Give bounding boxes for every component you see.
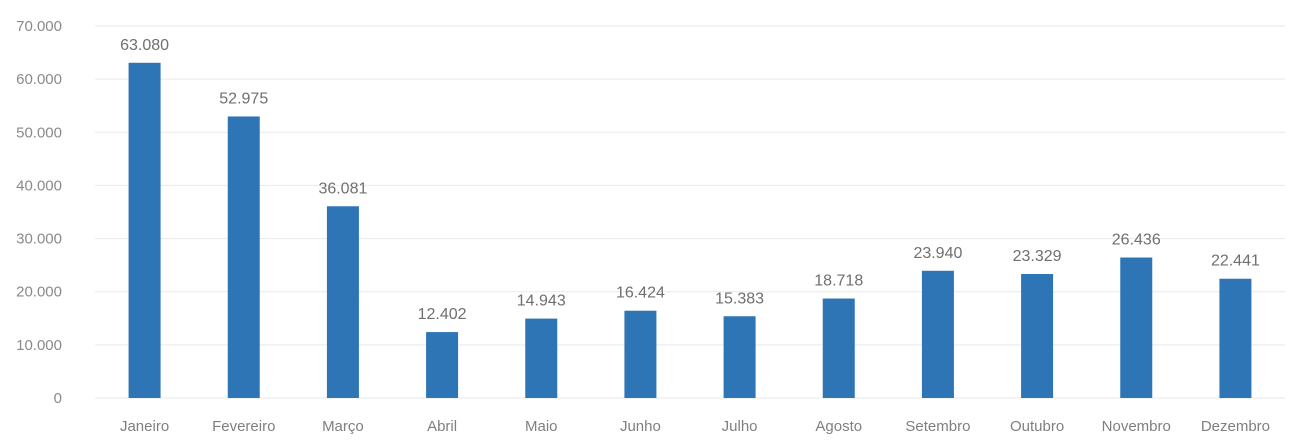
bar: [1219, 278, 1252, 398]
data-label: 52.975: [219, 90, 268, 107]
bar: [624, 310, 657, 398]
bar: [921, 270, 954, 398]
bar: [227, 116, 260, 399]
x-category-label: Fevereiro: [212, 418, 275, 435]
y-tick-label: 60.000: [16, 71, 62, 88]
y-tick-label: 50.000: [16, 124, 62, 141]
y-axis-tick-labels: 0 10.000 20.000 30.000 40.000 50.000 60.000 70.…: [16, 18, 62, 407]
bar: [723, 316, 756, 398]
data-label: 15.383: [715, 290, 764, 307]
data-label: 23.329: [1013, 248, 1062, 265]
x-category-label: Outubro: [1010, 418, 1064, 435]
data-label: 14.943: [517, 293, 566, 310]
bar: [525, 318, 558, 398]
data-labels: 63.080 52.975 36.081 12.402 14.943 16.424 15.3…: [120, 37, 1260, 323]
data-label: 18.718: [814, 273, 863, 290]
data-label: 12.402: [418, 306, 467, 323]
x-category-label: Maio: [525, 418, 558, 435]
bars: [128, 62, 1252, 399]
x-category-label: Janeiro: [120, 418, 169, 435]
y-tick-label: 30.000: [16, 231, 62, 248]
y-tick-label: 70.000: [16, 18, 62, 35]
data-label: 22.441: [1211, 253, 1260, 270]
x-category-label: Junho: [620, 418, 661, 435]
bar: [1120, 257, 1153, 398]
y-tick-label: 10.000: [16, 337, 62, 354]
x-category-label: Abril: [427, 418, 457, 435]
x-category-label: Julho: [722, 418, 758, 435]
bar: [426, 332, 459, 398]
data-label: 16.424: [616, 285, 665, 302]
y-tick-label: 20.000: [16, 284, 62, 301]
x-category-label: Agosto: [815, 418, 862, 435]
bar: [326, 206, 359, 398]
bar: [822, 298, 855, 398]
gridlines: [95, 25, 1285, 399]
x-category-label: Março: [322, 418, 364, 435]
data-label: 26.436: [1112, 232, 1161, 249]
data-label: 63.080: [120, 37, 169, 54]
x-category-label: Novembro: [1102, 418, 1171, 435]
data-label: 23.940: [913, 245, 962, 262]
bar: [1021, 274, 1054, 398]
data-label: 36.081: [318, 180, 367, 197]
y-tick-label: 0: [54, 390, 62, 407]
x-category-label: Setembro: [905, 418, 970, 435]
bar: [128, 62, 161, 399]
x-axis-category-labels: Janeiro Fevereiro Março Abril Maio Junho Julho…: [120, 418, 1270, 435]
x-category-label: Dezembro: [1201, 418, 1270, 435]
y-tick-label: 40.000: [16, 177, 62, 194]
